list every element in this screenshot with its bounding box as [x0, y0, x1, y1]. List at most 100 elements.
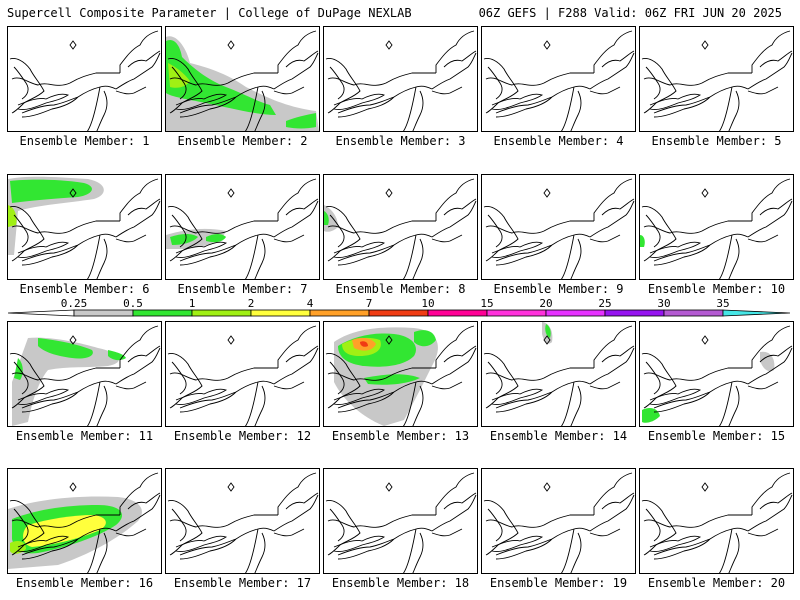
map-panel-member-6	[7, 174, 162, 280]
scp-shading	[10, 541, 26, 554]
member-label-15: Ensemble Member: 15	[647, 429, 786, 443]
member-label-7: Ensemble Member: 7	[177, 282, 308, 296]
map-member-4	[483, 30, 635, 131]
map-panel-member-9	[481, 174, 636, 280]
map-member-9	[483, 178, 635, 279]
map-member-15	[641, 325, 793, 426]
map-panel-member-20	[639, 468, 794, 574]
map-panel-member-17	[165, 468, 320, 574]
map-member-14	[483, 322, 635, 426]
basemap-outline	[641, 30, 793, 131]
scp-shading	[360, 341, 368, 347]
member-label-4: Ensemble Member: 4	[493, 134, 624, 148]
valid-time: 06Z GEFS | F288 Valid: 06Z FRI JUN 20 20…	[478, 6, 782, 20]
colorbar-tick-label: 4	[307, 298, 314, 310]
map-member-1	[9, 30, 161, 131]
basemap-outline	[483, 30, 635, 131]
scp-shading	[12, 337, 119, 426]
colorbar-swatch	[486, 309, 547, 317]
map-panel-member-13	[323, 321, 478, 427]
member-label-8: Ensemble Member: 8	[335, 282, 466, 296]
scp-shading	[206, 234, 226, 243]
member-label-12: Ensemble Member: 12	[173, 429, 312, 443]
map-member-19	[483, 472, 635, 573]
scp-shading	[23, 515, 106, 547]
map-panel-member-8	[323, 174, 478, 280]
basemap-outline	[641, 178, 793, 279]
member-label-17: Ensemble Member: 17	[173, 576, 312, 590]
member-label-2: Ensemble Member: 2	[177, 134, 308, 148]
map-member-7	[166, 178, 319, 279]
colorbar-tick-label: 1	[189, 298, 196, 310]
basemap-outline	[641, 472, 793, 573]
scp-shading	[324, 205, 338, 232]
basemap-outline	[9, 472, 161, 573]
colorbar-tick-label: 0.25	[61, 298, 88, 310]
map-member-2	[166, 30, 319, 131]
basemap-outline	[483, 178, 635, 279]
map-panel-member-7	[165, 174, 320, 280]
scp-shading	[170, 234, 198, 245]
colorbar-swatch	[309, 309, 370, 317]
chart-title: Supercell Composite Parameter | College …	[7, 6, 412, 20]
basemap-outline	[325, 30, 477, 131]
colorbar-over	[722, 309, 791, 317]
colorbar-swatch	[545, 309, 606, 317]
scp-shading	[166, 39, 276, 115]
colorbar-legend: 0.25 0.5 1 2 4 7 10 15 20 25 30 35	[7, 298, 791, 317]
basemap-outline	[167, 325, 319, 426]
scp-shading	[10, 179, 92, 203]
basemap-outline	[325, 178, 477, 279]
map-member-18	[325, 472, 477, 573]
basemap-outline	[9, 325, 161, 426]
map-panel-member-3	[323, 26, 478, 132]
map-panel-member-16	[7, 468, 162, 574]
basemap-outline	[641, 325, 793, 426]
basemap-outline	[325, 325, 477, 426]
member-label-18: Ensemble Member: 18	[331, 576, 470, 590]
basemap-outline	[9, 30, 161, 131]
colorbar-tick-label: 0.5	[123, 298, 143, 310]
colorbar-swatch	[73, 309, 134, 317]
map-panel-member-10	[639, 174, 794, 280]
colorbar-tick-label: 15	[480, 298, 493, 310]
basemap-outline	[9, 178, 161, 279]
scp-shading	[642, 408, 660, 423]
member-label-11: Ensemble Member: 11	[15, 429, 154, 443]
member-label-3: Ensemble Member: 3	[335, 134, 466, 148]
map-member-12	[167, 325, 319, 426]
colorbar-tick-label: 7	[366, 298, 373, 310]
member-label-13: Ensemble Member: 13	[331, 429, 470, 443]
map-panel-member-5	[639, 26, 794, 132]
map-member-11	[9, 325, 161, 426]
member-label-1: Ensemble Member: 1	[19, 134, 150, 148]
member-label-10: Ensemble Member: 10	[647, 282, 786, 296]
scp-shading	[545, 324, 551, 338]
scp-shading	[414, 330, 436, 347]
colorbar-under	[7, 309, 75, 317]
map-panel-member-18	[323, 468, 478, 574]
map-member-13	[325, 325, 477, 426]
member-label-5: Ensemble Member: 5	[651, 134, 782, 148]
map-panel-member-19	[481, 468, 636, 574]
scp-shading	[38, 338, 93, 359]
map-member-17	[167, 472, 319, 573]
colorbar-tick-label: 2	[248, 298, 255, 310]
map-panel-member-12	[165, 321, 320, 427]
colorbar-swatch	[604, 309, 665, 317]
basemap-outline	[483, 325, 635, 426]
map-member-10	[640, 178, 793, 279]
map-member-6	[8, 176, 161, 279]
colorbar-tick-label: 30	[657, 298, 670, 310]
colorbar-tick-label: 20	[539, 298, 552, 310]
colorbar-tick-label: 25	[598, 298, 611, 310]
map-panel-member-11	[7, 321, 162, 427]
map-panel-member-15	[639, 321, 794, 427]
colorbar-tick-label: 10	[421, 298, 434, 310]
basemap-outline	[483, 472, 635, 573]
map-member-5	[641, 30, 793, 131]
map-member-3	[325, 30, 477, 131]
member-label-20: Ensemble Member: 20	[647, 576, 786, 590]
map-member-8	[324, 178, 477, 279]
map-member-20	[641, 472, 793, 573]
